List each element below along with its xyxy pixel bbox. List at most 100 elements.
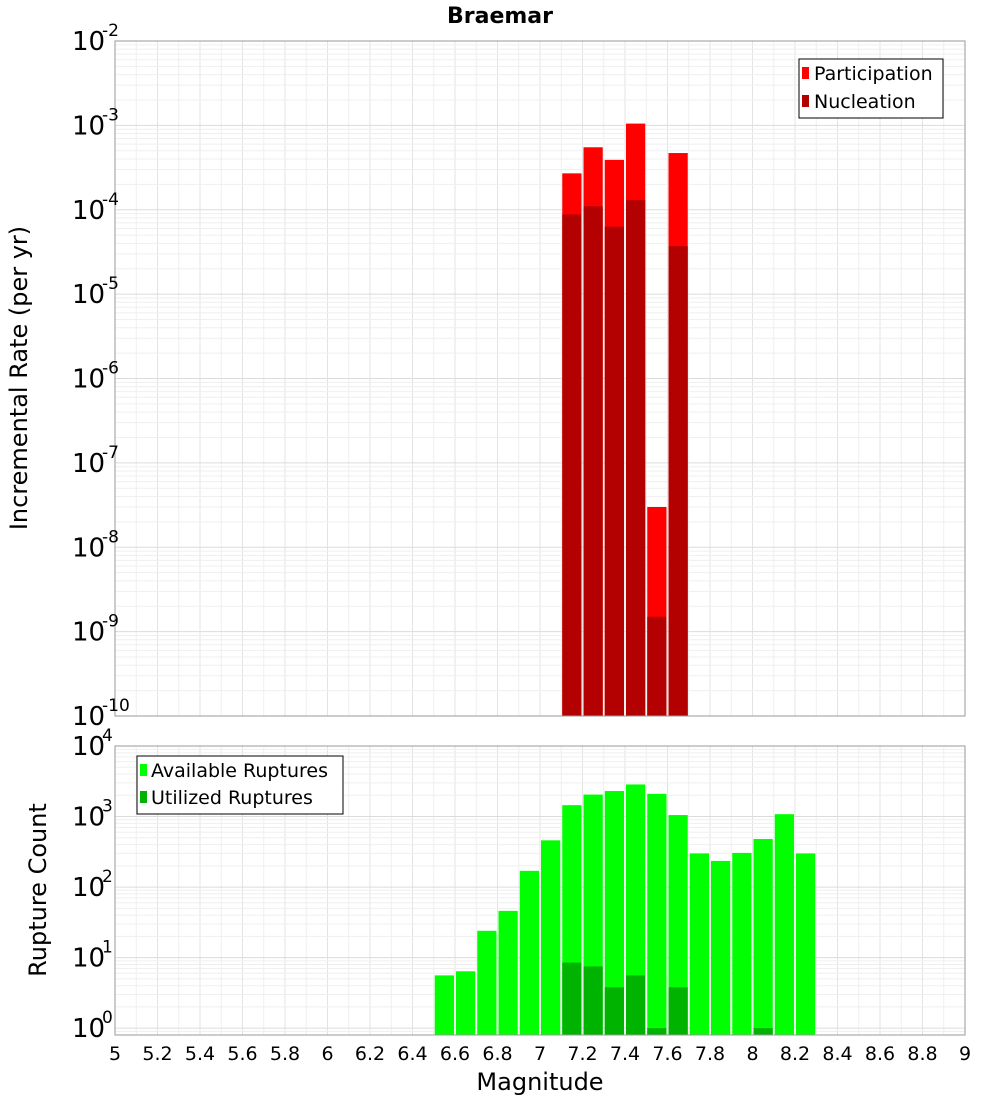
legend-label-available-ruptures: Available Ruptures — [151, 760, 328, 782]
y-tick-label: 10 — [72, 449, 105, 479]
bottom-plot-frame — [114, 745, 966, 1036]
x-tick-labels: 5 5.2 5.4 5.6 5.8 6 6.2 6.4 6.6 6.8 7 7.2 7.4 7.6 7.8 8… — [109, 1043, 971, 1065]
x-tick-label: 7.4 — [610, 1043, 640, 1065]
y-tick-label: 10 — [72, 280, 105, 310]
legend-swatch-available-ruptures — [140, 764, 147, 776]
top-bars — [562, 123, 688, 717]
available-ruptures-bar — [434, 975, 454, 1035]
available-ruptures-bar — [711, 860, 731, 1035]
x-tick-label: 6.4 — [397, 1043, 427, 1065]
legend-label-utilized-ruptures: Utilized Ruptures — [151, 787, 313, 809]
y-tick-exponent: -7 — [102, 443, 119, 463]
x-tick-label: 7 — [534, 1043, 546, 1065]
available-ruptures-bar — [796, 853, 816, 1035]
x-axis-label: Magnitude — [476, 1068, 603, 1096]
legend-label-participation: Participation — [814, 63, 933, 85]
x-tick-label: 6 — [321, 1043, 333, 1065]
y-tick-label: 10 — [72, 111, 105, 141]
y-tick-exponent: -5 — [102, 274, 119, 294]
y-tick-label: 10 — [72, 533, 105, 563]
x-tick-label: 8.4 — [822, 1043, 852, 1065]
top-legend-box — [798, 58, 944, 119]
x-tick-label: 8.8 — [907, 1043, 937, 1065]
x-tick-label: 6.2 — [355, 1043, 385, 1065]
utilized-ruptures-bar — [626, 975, 646, 1035]
x-tick-label: 6.8 — [482, 1043, 512, 1065]
y-tick-label: 10 — [72, 196, 105, 226]
available-ruptures-bar — [541, 840, 561, 1035]
chart-title: Braemar — [447, 4, 553, 29]
utilized-ruptures-bar — [562, 962, 582, 1035]
available-ruptures-bar — [774, 814, 794, 1035]
y-tick-label: 10 — [72, 732, 105, 762]
available-ruptures-bar — [753, 839, 773, 1035]
top-plot-frame — [114, 40, 966, 717]
x-tick-label: 5 — [109, 1043, 121, 1065]
top-grid — [114, 40, 966, 717]
x-tick-label: 9 — [959, 1043, 971, 1065]
y-tick-label: 10 — [72, 618, 105, 648]
available-ruptures-bar — [668, 815, 688, 1035]
available-ruptures-bar — [689, 853, 709, 1035]
y-tick-exponent: 1 — [102, 938, 113, 958]
available-ruptures-bar — [519, 870, 539, 1035]
y-tick-exponent: -3 — [102, 105, 119, 125]
y-tick-exponent: 0 — [102, 1008, 113, 1028]
utilized-ruptures-bar — [583, 966, 603, 1035]
top-legend: Participation Nucleation — [798, 58, 944, 119]
legend-label-nucleation: Nucleation — [814, 91, 916, 113]
x-tick-label: 7.6 — [652, 1043, 682, 1065]
y-tick-label: 10 — [72, 873, 105, 903]
x-tick-label: 7.2 — [567, 1043, 597, 1065]
nucleation-bar — [668, 246, 688, 716]
x-tick-label: 7.8 — [695, 1043, 725, 1065]
x-tick-label: 6.6 — [440, 1043, 470, 1065]
x-tick-label: 8.2 — [780, 1043, 810, 1065]
y-tick-exponent: 3 — [102, 797, 113, 817]
nucleation-bar — [626, 200, 646, 716]
available-ruptures-bar — [626, 784, 646, 1035]
utilized-ruptures-bar — [753, 1028, 773, 1035]
available-ruptures-bar — [732, 852, 752, 1035]
available-ruptures-bar — [498, 910, 518, 1035]
y-tick-exponent: -4 — [102, 190, 119, 210]
bottom-y-axis-label: Rupture Count — [24, 803, 52, 977]
nucleation-bar — [562, 214, 582, 717]
y-tick-exponent: 2 — [102, 867, 113, 887]
y-tick-exponent: -2 — [102, 21, 119, 41]
legend-swatch-participation — [802, 67, 809, 79]
y-tick-label: 10 — [72, 27, 105, 57]
y-tick-label: 10 — [72, 365, 105, 395]
y-tick-label: 10 — [72, 1014, 105, 1044]
available-ruptures-bar — [647, 793, 667, 1035]
utilized-ruptures-bar — [647, 1028, 667, 1035]
y-tick-exponent: -6 — [102, 359, 119, 379]
x-tick-label: 8 — [746, 1043, 758, 1065]
nucleation-bar — [647, 616, 667, 716]
y-tick-label: 10 — [72, 702, 105, 732]
y-tick-label: 10 — [72, 803, 105, 833]
bottom-legend: Available Ruptures Utilized Ruptures — [136, 755, 344, 815]
bottom-legend-box — [136, 755, 344, 815]
x-tick-label: 5.6 — [227, 1043, 257, 1065]
x-tick-label: 5.4 — [185, 1043, 215, 1065]
bottom-bars — [434, 784, 816, 1035]
x-tick-label: 8.6 — [865, 1043, 895, 1065]
available-ruptures-bar — [477, 930, 497, 1035]
legend-swatch-utilized-ruptures — [140, 791, 147, 803]
available-ruptures-bar — [456, 971, 476, 1035]
top-y-axis-label: Incremental Rate (per yr) — [5, 226, 33, 530]
y-tick-exponent: -10 — [102, 696, 130, 716]
utilized-ruptures-bar — [668, 987, 688, 1035]
legend-swatch-nucleation — [802, 95, 809, 107]
available-ruptures-bar — [604, 791, 624, 1035]
y-tick-exponent: 4 — [102, 726, 113, 746]
y-tick-exponent: -8 — [102, 527, 119, 547]
x-tick-label: 5.2 — [142, 1043, 172, 1065]
y-tick-exponent: -9 — [102, 612, 119, 632]
nucleation-bar — [604, 226, 624, 716]
nucleation-bar — [583, 206, 603, 716]
